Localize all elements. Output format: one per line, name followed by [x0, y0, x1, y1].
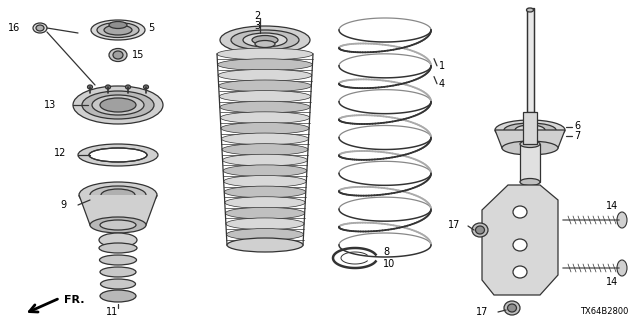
Ellipse shape	[513, 206, 527, 218]
Ellipse shape	[231, 30, 299, 50]
Ellipse shape	[100, 279, 136, 289]
Text: 6: 6	[574, 121, 580, 131]
Ellipse shape	[218, 69, 312, 81]
Ellipse shape	[91, 20, 145, 40]
Ellipse shape	[508, 304, 516, 312]
Ellipse shape	[90, 217, 146, 233]
Text: 17: 17	[447, 220, 460, 230]
Text: 11: 11	[106, 307, 118, 317]
Ellipse shape	[220, 26, 310, 54]
Text: TX64B2800: TX64B2800	[580, 308, 628, 316]
Ellipse shape	[222, 144, 308, 155]
Text: 14: 14	[606, 201, 618, 211]
Ellipse shape	[78, 144, 158, 166]
Ellipse shape	[227, 238, 303, 252]
Ellipse shape	[109, 21, 127, 28]
Ellipse shape	[90, 186, 146, 204]
Text: 12: 12	[54, 148, 66, 158]
Text: 10: 10	[383, 259, 396, 269]
Ellipse shape	[92, 95, 144, 115]
Bar	[520, 144, 540, 182]
Text: 14: 14	[606, 277, 618, 287]
Bar	[527, 8, 534, 112]
Text: FR.: FR.	[64, 295, 84, 305]
Ellipse shape	[106, 85, 111, 89]
Text: 15: 15	[132, 50, 145, 60]
Ellipse shape	[97, 22, 139, 37]
Ellipse shape	[225, 207, 305, 219]
Ellipse shape	[218, 59, 312, 70]
Ellipse shape	[99, 233, 137, 247]
Ellipse shape	[223, 154, 307, 166]
Ellipse shape	[100, 290, 136, 302]
Ellipse shape	[227, 228, 303, 240]
Ellipse shape	[36, 25, 44, 31]
Text: 16: 16	[8, 23, 20, 33]
Ellipse shape	[79, 182, 157, 208]
Ellipse shape	[617, 212, 627, 228]
Ellipse shape	[99, 255, 136, 265]
Text: 9: 9	[60, 200, 66, 210]
Ellipse shape	[113, 51, 123, 59]
Ellipse shape	[502, 141, 558, 155]
Ellipse shape	[513, 239, 527, 251]
Ellipse shape	[504, 123, 556, 137]
Ellipse shape	[220, 112, 310, 124]
Ellipse shape	[143, 85, 148, 89]
Ellipse shape	[252, 36, 278, 44]
Ellipse shape	[89, 148, 147, 162]
Ellipse shape	[226, 218, 304, 230]
Polygon shape	[495, 130, 565, 148]
Ellipse shape	[88, 85, 93, 89]
Text: 8: 8	[383, 247, 389, 257]
Text: 7: 7	[574, 131, 580, 141]
Ellipse shape	[617, 260, 627, 276]
Text: 5: 5	[148, 23, 154, 33]
Ellipse shape	[221, 123, 309, 134]
Polygon shape	[79, 195, 157, 225]
Ellipse shape	[495, 120, 565, 140]
Ellipse shape	[220, 91, 311, 102]
Polygon shape	[482, 185, 558, 295]
Ellipse shape	[243, 33, 287, 47]
Text: 13: 13	[44, 100, 56, 110]
Ellipse shape	[515, 125, 545, 135]
Ellipse shape	[125, 85, 131, 89]
Ellipse shape	[100, 220, 136, 230]
Text: 17: 17	[476, 307, 488, 317]
Ellipse shape	[217, 48, 313, 60]
Text: 3: 3	[254, 21, 260, 31]
Ellipse shape	[513, 266, 527, 278]
Ellipse shape	[104, 25, 132, 35]
Ellipse shape	[99, 243, 137, 253]
Ellipse shape	[82, 91, 154, 119]
Ellipse shape	[33, 23, 47, 33]
Text: 4: 4	[439, 79, 445, 89]
Ellipse shape	[219, 80, 311, 92]
Ellipse shape	[224, 186, 306, 198]
Ellipse shape	[223, 175, 307, 187]
Ellipse shape	[472, 223, 488, 237]
Ellipse shape	[476, 226, 484, 234]
Ellipse shape	[220, 101, 310, 113]
Ellipse shape	[101, 189, 135, 201]
Ellipse shape	[100, 267, 136, 277]
Ellipse shape	[504, 301, 520, 315]
Ellipse shape	[101, 291, 135, 301]
Ellipse shape	[73, 86, 163, 124]
Bar	[523, 112, 537, 144]
Ellipse shape	[109, 49, 127, 61]
Text: 1: 1	[439, 61, 445, 71]
Ellipse shape	[520, 179, 540, 186]
Ellipse shape	[223, 165, 307, 177]
Ellipse shape	[221, 133, 308, 145]
Ellipse shape	[100, 98, 136, 112]
Ellipse shape	[520, 140, 540, 148]
Ellipse shape	[527, 8, 534, 12]
Ellipse shape	[255, 41, 275, 47]
Ellipse shape	[225, 197, 305, 208]
Text: 2: 2	[254, 11, 260, 21]
